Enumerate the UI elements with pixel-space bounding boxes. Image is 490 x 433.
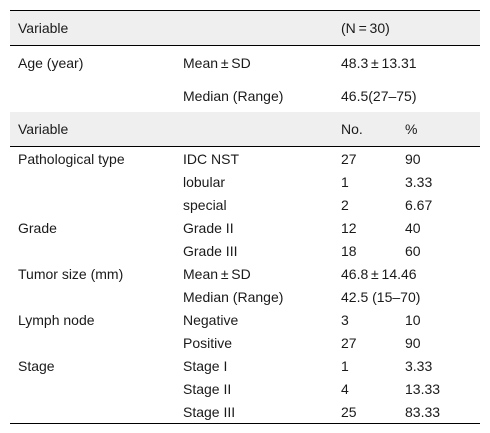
count-cell: 2 <box>341 196 349 213</box>
table-row: Lymph node Negative 3 10 <box>10 308 480 331</box>
header-row: Variable (N = 30) <box>10 10 480 46</box>
age-mean-label: Mean ± SD <box>183 54 251 71</box>
table-row: Stage II 4 13.33 <box>10 377 480 400</box>
category-cell: Negative <box>183 311 239 328</box>
group-label-empty <box>10 400 183 424</box>
percent-cell: 3.33 <box>405 173 433 190</box>
count-cell: 1 <box>341 357 349 374</box>
category-cell: Stage II <box>183 380 232 397</box>
count-cell: 12 <box>341 219 357 236</box>
age-row-mean: Age (year) Mean ± SD 48.3 ± 13.31 <box>10 46 480 80</box>
percent-cell: 90 <box>405 150 421 167</box>
percent-cell: 13.33 <box>405 380 441 397</box>
group-label-empty <box>10 170 183 193</box>
age-label: Age (year) <box>18 54 84 71</box>
age-row-median: Median (Range) 46.5(27–75) <box>10 79 480 112</box>
group-label: Tumor size (mm) <box>18 265 124 282</box>
group-label-empty <box>10 239 183 262</box>
value-cell: 46.8 ± 14.46 <box>341 265 417 282</box>
percent-cell: 60 <box>405 242 421 259</box>
category-cell: Median (Range) <box>183 288 284 305</box>
count-cell: 3 <box>341 311 349 328</box>
group-label: Lymph node <box>18 311 95 328</box>
category-cell: Mean ± SD <box>183 265 251 282</box>
table-row: Stage III 25 83.33 <box>10 400 480 424</box>
subheader-no: No. <box>341 112 405 147</box>
table-row: Tumor size (mm) Mean ± SD 46.8 ± 14.46 <box>10 262 480 285</box>
count-cell: 25 <box>341 400 405 424</box>
category-cell: Positive <box>183 334 233 351</box>
value-cell: 42.5 (15–70) <box>341 288 421 305</box>
category-cell: IDC NST <box>183 150 239 167</box>
group-label-empty <box>10 377 183 400</box>
percent-cell: 83.33 <box>405 400 480 424</box>
percent-cell: 40 <box>405 219 421 236</box>
percent-cell: 3.33 <box>405 357 433 374</box>
table-row: Median (Range) 42.5 (15–70) <box>10 285 480 308</box>
count-cell: 1 <box>341 173 349 190</box>
header-blank <box>183 10 341 46</box>
percent-cell: 90 <box>405 334 421 351</box>
subheader-pct: % <box>405 112 480 147</box>
table-body: Variable (N = 30) Age (year) Mean ± SD 4… <box>10 10 480 424</box>
percent-cell: 6.67 <box>405 196 433 213</box>
group-label: Pathological type <box>18 150 125 167</box>
group-label-empty <box>10 331 183 354</box>
table-row: Grade Grade II 12 40 <box>10 216 480 239</box>
subheader-variable: Variable <box>10 112 183 147</box>
characteristics-table: Variable (N = 30) Age (year) Mean ± SD 4… <box>10 10 480 424</box>
category-cell: special <box>183 196 227 213</box>
group-label: Grade <box>18 219 57 236</box>
age-median-label: Median (Range) <box>183 87 284 104</box>
age-label-empty <box>10 79 183 112</box>
table-row: Grade III 18 60 <box>10 239 480 262</box>
table-row: Positive 27 90 <box>10 331 480 354</box>
group-label: Stage <box>18 357 55 374</box>
characteristics-table-container: Variable (N = 30) Age (year) Mean ± SD 4… <box>10 10 480 424</box>
subheader-row: Variable No. % <box>10 112 480 147</box>
table-row: lobular 1 3.33 <box>10 170 480 193</box>
count-cell: 4 <box>341 380 349 397</box>
count-cell: 27 <box>341 334 357 351</box>
percent-cell: 10 <box>405 311 421 328</box>
category-cell: Stage I <box>183 357 228 374</box>
table-row: special 2 6.67 <box>10 193 480 216</box>
header-n: (N = 30) <box>341 10 480 46</box>
header-variable: Variable <box>10 10 183 46</box>
table-row: Stage Stage I 1 3.33 <box>10 354 480 377</box>
category-cell: lobular <box>183 173 226 190</box>
age-mean-value: 48.3 ± 13.31 <box>341 54 417 71</box>
count-cell: 27 <box>341 150 357 167</box>
category-cell: Grade III <box>183 242 238 259</box>
table-row: Pathological type IDC NST 27 90 <box>10 147 480 171</box>
group-label-empty <box>10 193 183 216</box>
category-cell: Grade II <box>183 219 234 236</box>
count-cell: 18 <box>341 242 357 259</box>
category-cell: Stage III <box>183 400 341 424</box>
age-median-value: 46.5(27–75) <box>341 87 417 104</box>
group-label-empty <box>10 285 183 308</box>
subheader-blank <box>183 112 341 147</box>
